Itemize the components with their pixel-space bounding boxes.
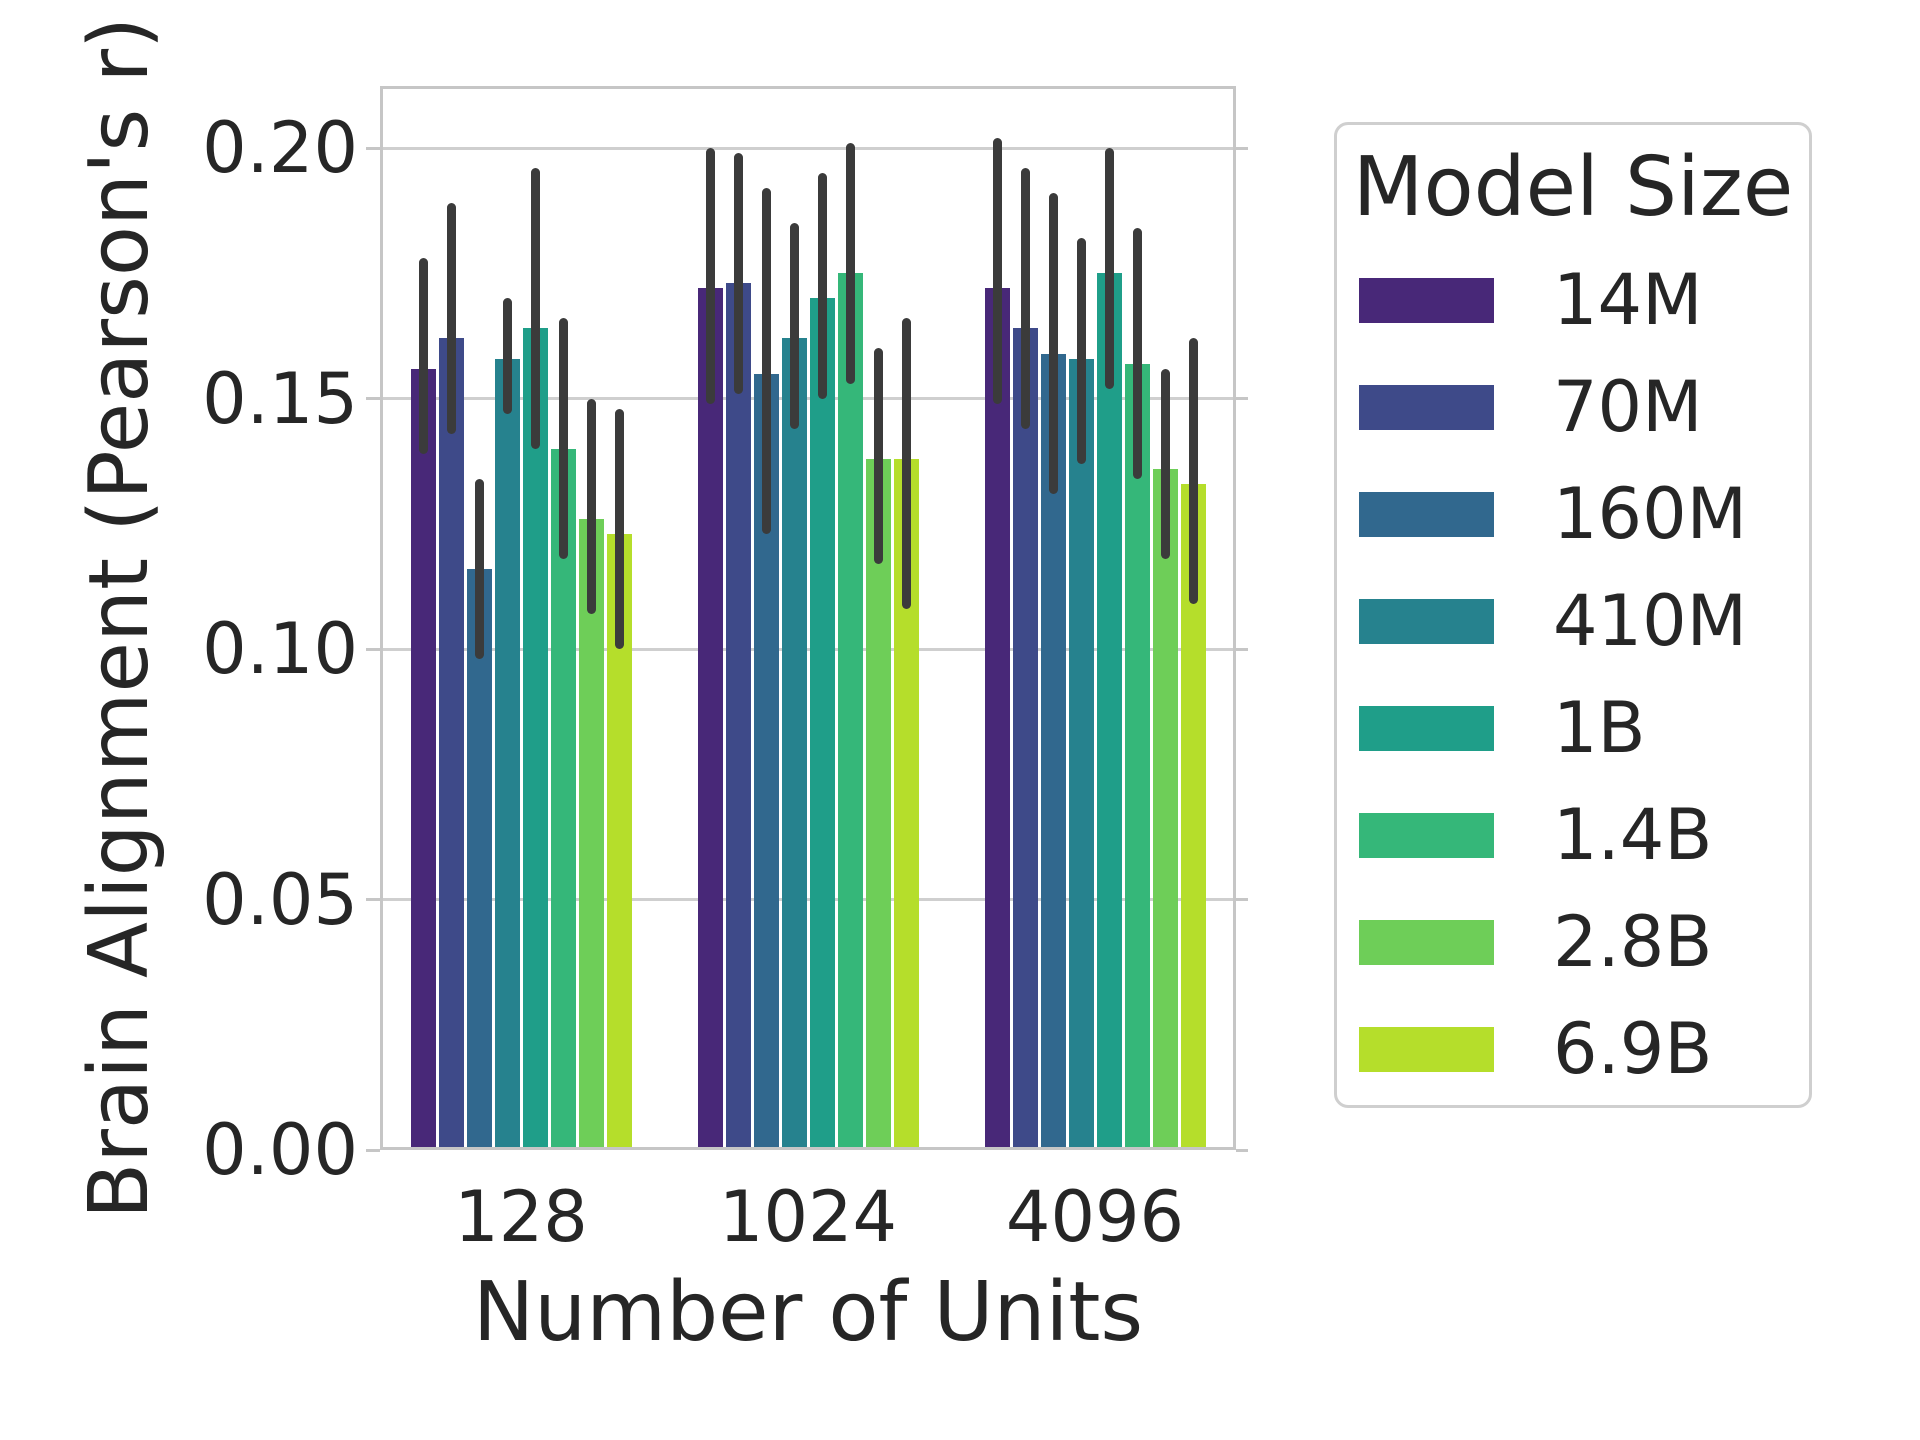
bar-4096-1B (1096, 273, 1122, 1150)
error-bar-4096-1B (1104, 148, 1114, 389)
bar-4096-14M (984, 288, 1010, 1150)
error-bar-128-6.9B (614, 408, 624, 650)
error-bar-1024-410M (789, 223, 799, 429)
legend-item-label: 70M (1553, 366, 1703, 448)
y-tick-mark (366, 146, 380, 150)
legend-swatch-6.9B (1359, 1027, 1494, 1072)
bar-128-1B (522, 328, 548, 1150)
y-tick-label: 0.05 (202, 858, 358, 941)
legend-item-label: 160M (1553, 473, 1748, 555)
y-tick-mark (1236, 397, 1248, 401)
bar-128-1.4B (550, 448, 576, 1150)
y-tick-mark (1236, 1148, 1248, 1152)
y-tick-mark (366, 647, 380, 651)
legend-item-6.9B: 6.9B (1337, 996, 1809, 1103)
y-tick-label: 0.10 (202, 608, 358, 691)
legend-swatch-1B (1359, 706, 1494, 751)
gridline (380, 898, 1236, 902)
plot-area (380, 86, 1236, 1150)
error-bar-1024-14M (705, 148, 715, 404)
bar-128-14M (410, 368, 436, 1150)
bar-128-160M (466, 568, 492, 1150)
bar-4096-410M (1068, 358, 1094, 1150)
legend-swatch-14M (1359, 278, 1494, 323)
legend-item-1B: 1B (1337, 675, 1809, 782)
legend-item-2.8B: 2.8B (1337, 889, 1809, 996)
error-bar-128-14M (418, 258, 428, 454)
bar-1024-1.4B (837, 273, 863, 1150)
bar-128-2.8B (578, 518, 604, 1150)
legend-item-1.4B: 1.4B (1337, 782, 1809, 889)
error-bar-1024-70M (733, 153, 743, 394)
legend-item-70M: 70M (1337, 354, 1809, 461)
error-bar-128-2.8B (586, 398, 596, 614)
bar-4096-70M (1012, 328, 1038, 1150)
legend-item-label: 410M (1553, 580, 1748, 662)
bar-128-410M (494, 358, 520, 1150)
legend-item-label: 2.8B (1553, 901, 1713, 983)
gridline (380, 146, 1236, 150)
x-tick-label-4096: 4096 (1005, 1176, 1185, 1258)
legend-item-160M: 160M (1337, 461, 1809, 568)
error-bar-4096-1.4B (1132, 228, 1142, 479)
error-bar-128-70M (446, 203, 456, 434)
error-bar-128-1.4B (558, 318, 568, 559)
y-tick-mark (366, 397, 380, 401)
y-tick-label: 0.15 (202, 357, 358, 440)
legend-swatch-160M (1359, 492, 1494, 537)
y-tick-mark (366, 898, 380, 902)
y-tick-label: 0.20 (202, 107, 358, 190)
legend-item-label: 1.4B (1553, 794, 1713, 876)
x-tick-label-128: 128 (454, 1176, 588, 1258)
legend-swatch-2.8B (1359, 920, 1494, 965)
legend-item-410M: 410M (1337, 568, 1809, 675)
error-bar-4096-14M (992, 138, 1002, 404)
y-tick-mark (1236, 898, 1248, 902)
x-tick-label-1024: 1024 (718, 1176, 898, 1258)
error-bar-1024-6.9B (901, 318, 911, 609)
gridline (380, 647, 1236, 651)
bar-1024-2.8B (865, 458, 891, 1150)
y-tick-mark (366, 1148, 380, 1152)
bar-1024-70M (725, 283, 751, 1150)
bar-128-70M (438, 338, 464, 1150)
legend: Model Size 14M 70M 160M 410M 1B 1.4B 2.8B 6.9B (1334, 122, 1812, 1108)
error-bar-4096-70M (1020, 168, 1030, 429)
y-tick-mark (1236, 647, 1248, 651)
error-bar-4096-2.8B (1160, 368, 1170, 559)
error-bar-4096-6.9B (1188, 338, 1198, 604)
bar-4096-2.8B (1152, 468, 1178, 1150)
y-tick-label: 0.00 (202, 1109, 358, 1191)
bar-1024-1B (809, 298, 835, 1150)
error-bar-1024-160M (761, 188, 771, 534)
legend-title: Model Size (1352, 140, 1794, 235)
legend-item-14M: 14M (1337, 247, 1809, 354)
gridline (380, 397, 1236, 401)
error-bar-1024-2.8B (873, 348, 883, 564)
legend-item-label: 14M (1553, 259, 1703, 341)
legend-swatch-410M (1359, 599, 1494, 644)
error-bar-1024-1.4B (845, 143, 855, 384)
x-axis-label: Number of Units (472, 1265, 1144, 1360)
bar-1024-410M (781, 338, 807, 1150)
bar-4096-1.4B (1124, 363, 1150, 1150)
bar-1024-14M (697, 288, 723, 1150)
legend-item-label: 6.9B (1553, 1008, 1713, 1090)
y-tick-mark (1236, 146, 1248, 150)
error-bar-128-410M (502, 298, 512, 414)
legend-item-label: 1B (1553, 687, 1646, 769)
error-bar-4096-410M (1076, 238, 1086, 464)
error-bar-1024-1B (817, 173, 827, 399)
legend-swatch-70M (1359, 385, 1494, 430)
error-bar-4096-160M (1048, 193, 1058, 494)
legend-swatch-1.4B (1359, 813, 1494, 858)
error-bar-128-1B (530, 168, 540, 449)
error-bar-128-160M (474, 478, 484, 660)
